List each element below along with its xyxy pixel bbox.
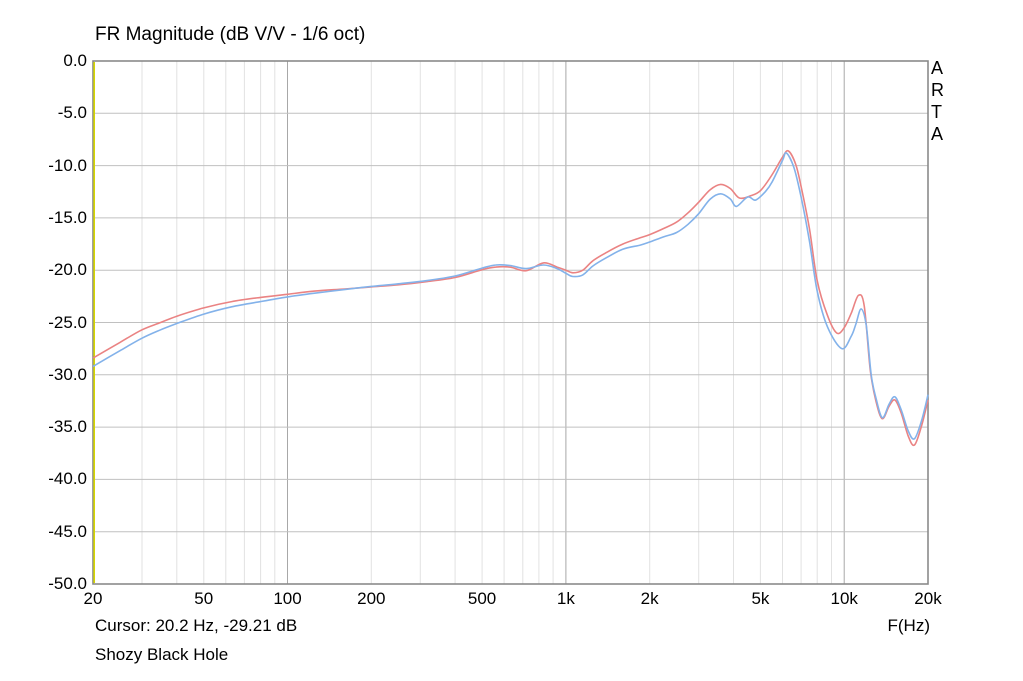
- arta-letter: T: [931, 102, 942, 122]
- x-tick-label: 100: [273, 589, 302, 608]
- y-tick-label: -15.0: [48, 207, 87, 227]
- x-tick-label: 10k: [830, 589, 858, 608]
- arta-letter: A: [931, 58, 944, 78]
- measurement-annotation: Shozy Black Hole: [95, 645, 229, 664]
- x-tick-label: 2k: [640, 589, 659, 608]
- x-tick-label: 500: [467, 589, 497, 608]
- plot-border: [92, 60, 929, 585]
- arta-letter: R: [931, 80, 944, 100]
- y-tick-label: -40.0: [48, 469, 87, 489]
- y-tick-label: -25.0: [48, 312, 87, 332]
- blue-curve: [92, 151, 929, 440]
- y-tick-label: -35.0: [48, 417, 87, 437]
- x-tick-label: 1k: [556, 589, 575, 608]
- y-tick-label: -10.0: [48, 155, 87, 175]
- x-tick-label: 20: [83, 589, 103, 608]
- y-tick-label: -20.0: [48, 260, 87, 280]
- y-tick-label: -45.0: [48, 521, 87, 541]
- y-tick-label: -5.0: [57, 103, 87, 123]
- x-tick-label: 5k: [751, 589, 770, 608]
- y-tick-label: -30.0: [48, 364, 87, 384]
- x-axis-unit-label: F(Hz): [887, 616, 930, 635]
- red-curve: [92, 149, 929, 447]
- x-tick-label: 50: [194, 589, 214, 608]
- arta-letter: A: [931, 124, 944, 144]
- arta-watermark: A R T A: [931, 57, 944, 145]
- x-tick-label: 200: [357, 589, 386, 608]
- cursor-readout: Cursor: 20.2 Hz, -29.21 dB: [95, 616, 298, 635]
- y-tick-label: -50.0: [48, 574, 87, 593]
- chart-title: FR Magnitude (dB V/V - 1/6 oct): [95, 24, 366, 45]
- x-tick-label: 20k: [914, 589, 942, 608]
- y-tick-label: 0.0: [63, 51, 87, 70]
